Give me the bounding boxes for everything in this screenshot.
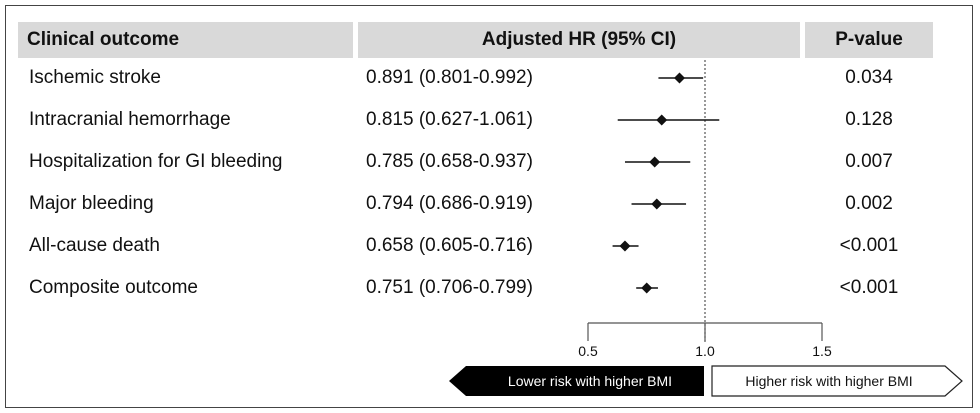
outcome-label: Major bleeding xyxy=(29,193,154,214)
table-row: Hospitalization for GI bleeding 0.785 (0… xyxy=(0,142,980,182)
hr-point xyxy=(651,198,663,210)
hr-point xyxy=(656,114,668,126)
hr-value: 0.785 (0.658-0.937) xyxy=(366,151,533,172)
p-value: 0.007 xyxy=(845,151,893,172)
hr-value: 0.891 (0.801-0.992) xyxy=(366,67,533,88)
hr-point xyxy=(619,240,631,252)
outcome-label: Hospitalization for GI bleeding xyxy=(29,151,283,172)
lower-risk-arrow xyxy=(449,366,704,396)
x-tick-label: 0.5 xyxy=(578,343,598,359)
x-tick-label: 1.0 xyxy=(695,343,715,359)
table-row: Intracranial hemorrhage 0.815 (0.627-1.0… xyxy=(0,100,980,140)
outcome-label: Ischemic stroke xyxy=(29,67,161,88)
hr-value: 0.658 (0.605-0.716) xyxy=(366,235,533,256)
table-row: All-cause death 0.658 (0.605-0.716) <0.0… xyxy=(0,226,980,266)
p-value: <0.001 xyxy=(839,235,899,256)
hr-value: 0.751 (0.706-0.799) xyxy=(366,277,533,298)
higher-risk-label: Higher risk with higher BMI xyxy=(745,373,912,389)
p-value: <0.001 xyxy=(839,277,899,298)
hr-point xyxy=(641,282,653,294)
table-row: Major bleeding 0.794 (0.686-0.919) 0.002 xyxy=(0,184,980,224)
header-clinical-outcome: Clinical outcome xyxy=(18,22,353,58)
p-value: 0.034 xyxy=(845,67,893,88)
hr-value: 0.815 (0.627-1.061) xyxy=(366,109,533,130)
hr-point xyxy=(649,156,661,168)
table-row: Composite outcome 0.751 (0.706-0.799) <0… xyxy=(0,268,980,308)
outcome-label: All-cause death xyxy=(29,235,160,256)
outcome-label: Composite outcome xyxy=(29,277,198,298)
x-tick-label: 1.5 xyxy=(812,343,832,359)
p-value: 0.128 xyxy=(845,109,893,130)
figure-frame xyxy=(5,5,973,408)
hr-value: 0.794 (0.686-0.919) xyxy=(366,193,533,214)
header-adjusted-hr: Adjusted HR (95% CI) xyxy=(358,22,800,58)
header-p-value: P-value xyxy=(805,22,933,58)
lower-risk-label: Lower risk with higher BMI xyxy=(508,373,672,389)
table-row: Ischemic stroke 0.891 (0.801-0.992) 0.03… xyxy=(0,58,980,98)
outcome-label: Intracranial hemorrhage xyxy=(29,109,231,130)
hr-point xyxy=(673,72,685,84)
p-value: 0.002 xyxy=(845,193,893,214)
higher-risk-arrow xyxy=(711,365,963,397)
